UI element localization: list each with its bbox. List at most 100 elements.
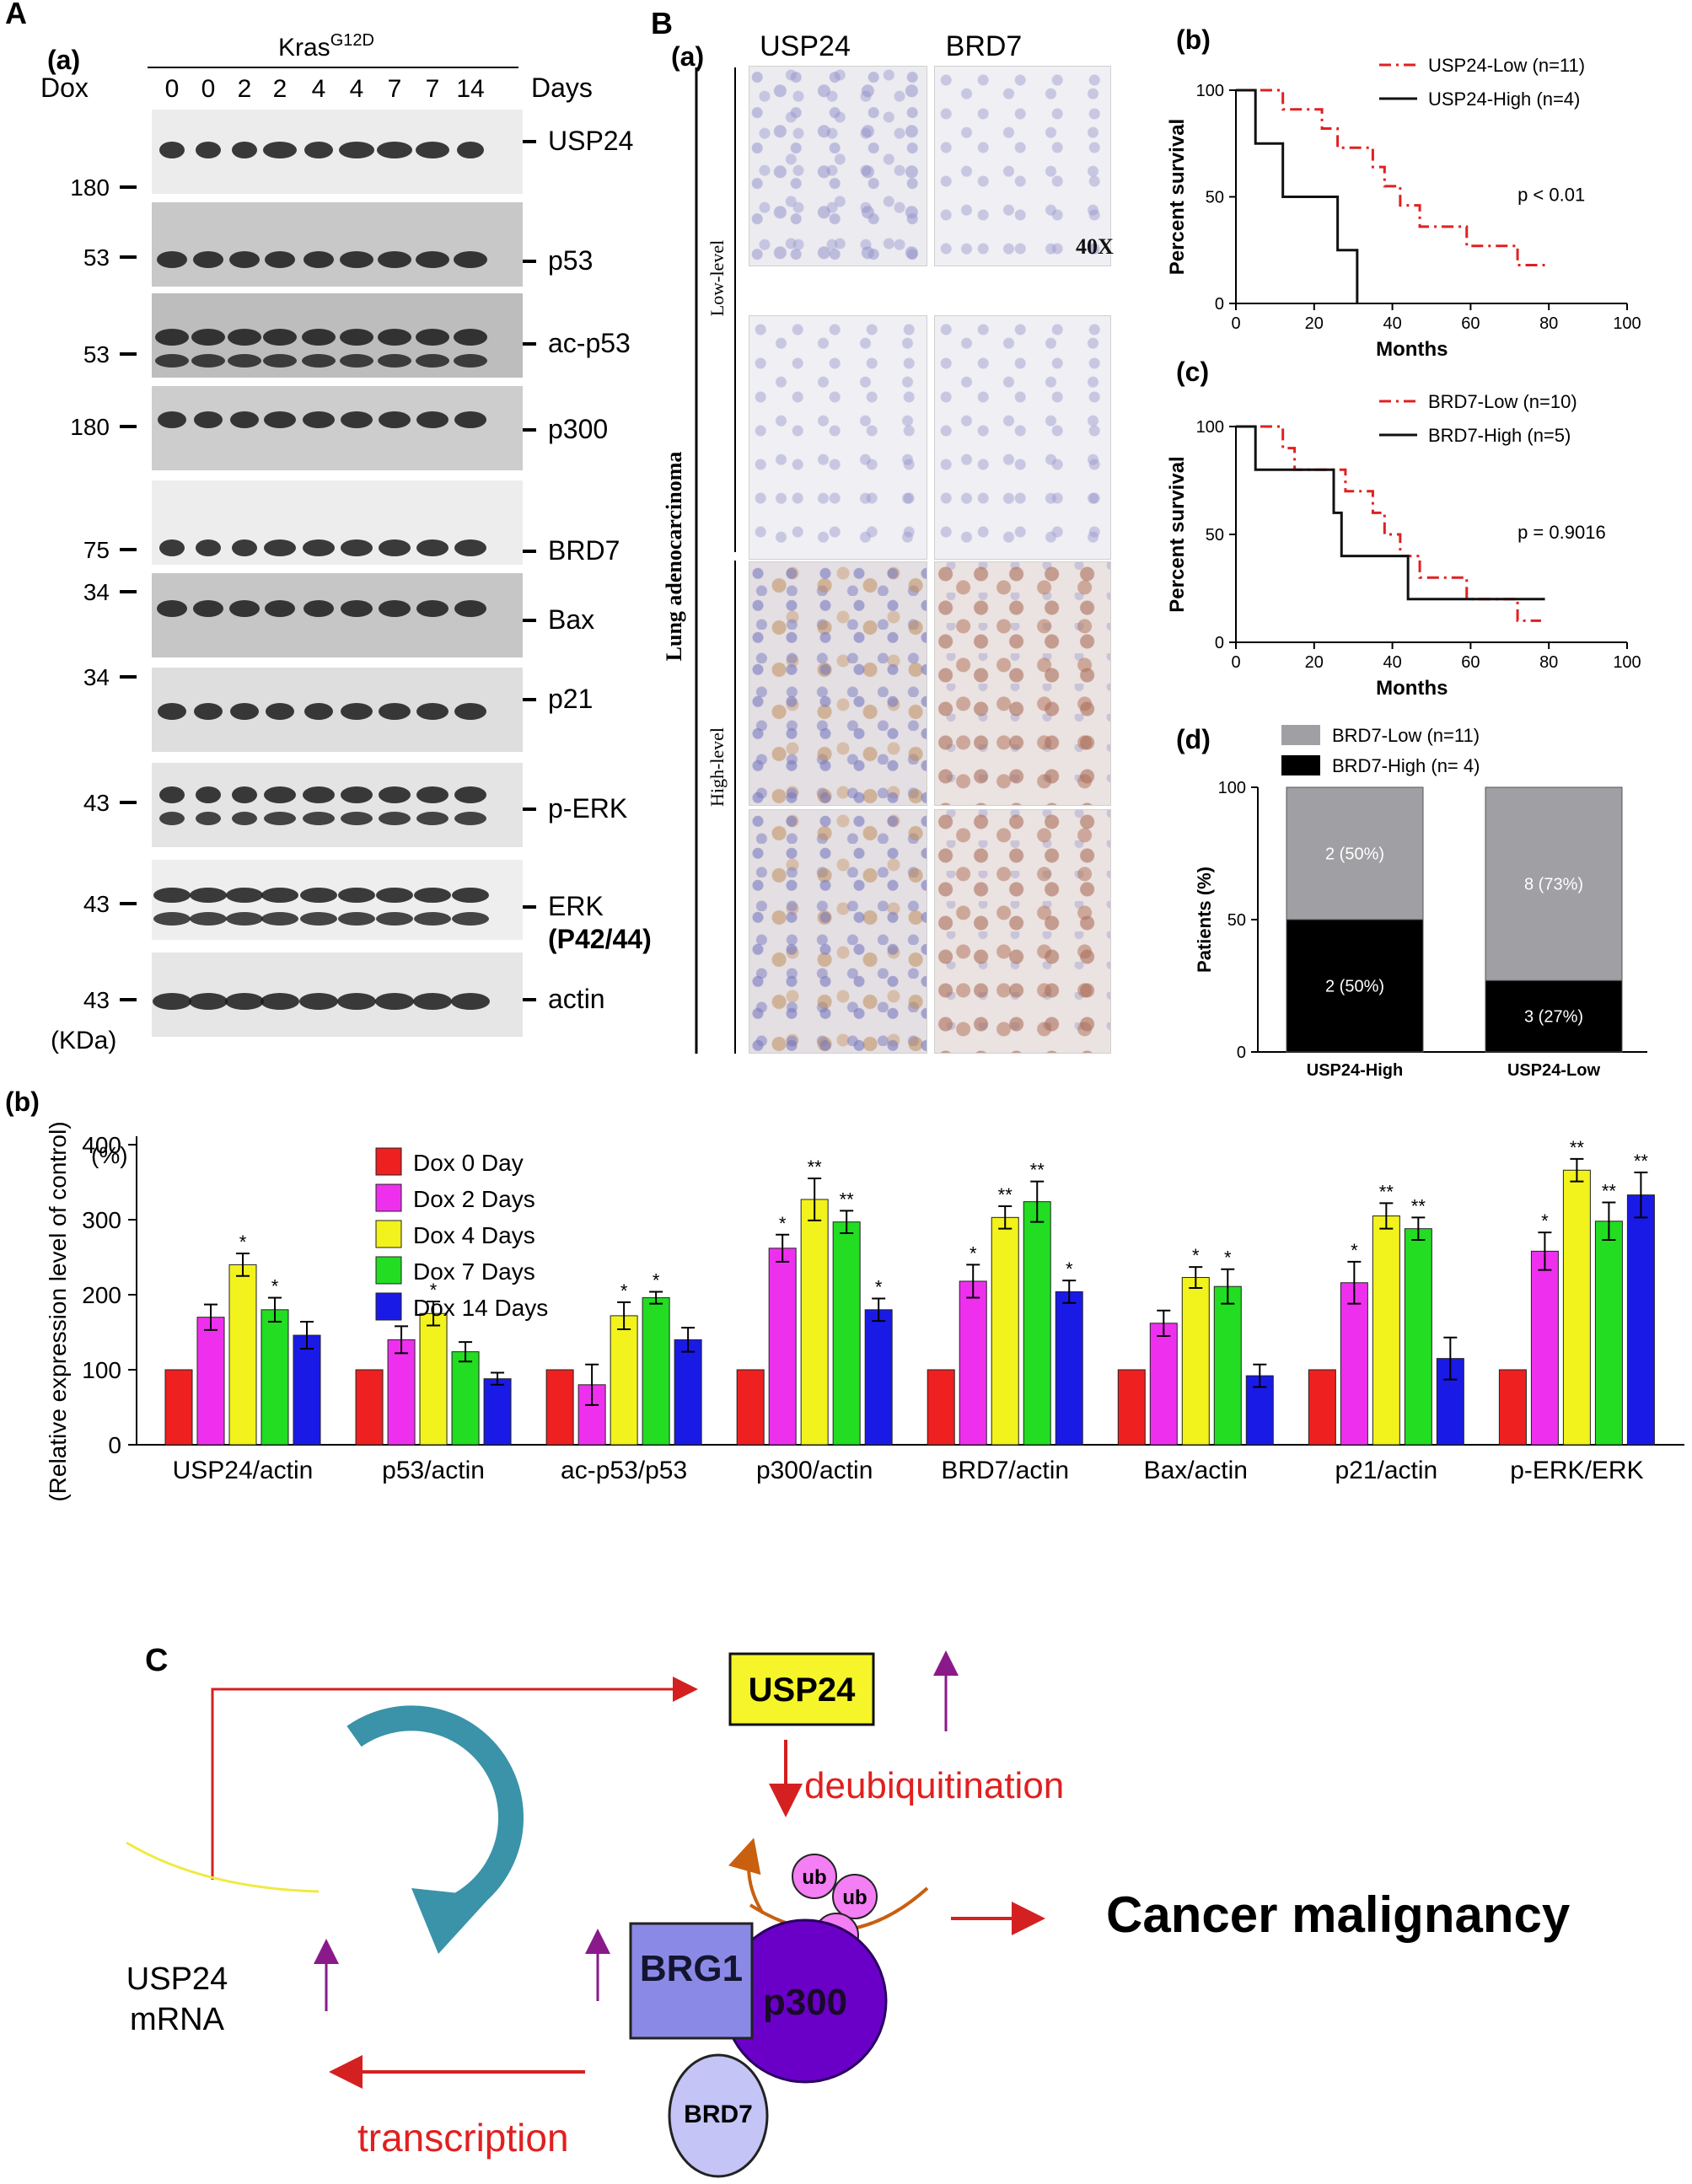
bar <box>1213 1285 1242 1446</box>
ihc-brd7-high-1 <box>934 561 1111 806</box>
bar <box>610 1315 638 1446</box>
blot-band-lower <box>302 354 336 368</box>
significance-mark: ** <box>1570 1137 1585 1158</box>
genotype-header: KrasG12D <box>148 31 518 68</box>
blot-band <box>157 600 187 617</box>
legend-label: Dox 4 Days <box>413 1222 535 1248</box>
x-tick-label: 40 <box>1383 653 1401 672</box>
panel-label-A-a: (a) <box>47 45 80 75</box>
panel-label-B-a: (a) <box>671 41 704 72</box>
legend-swatch <box>375 1220 402 1248</box>
significance-mark: ** <box>1030 1160 1045 1181</box>
blot-band <box>341 539 373 556</box>
blot-band <box>454 251 487 268</box>
survival-plot-brd7: 0 20 40 60 80 100 0 50 100 Months Percent survival… <box>1166 391 1641 700</box>
blot-band <box>263 329 297 346</box>
blot-band-lower <box>153 912 191 926</box>
blot-band <box>454 703 486 720</box>
blot-strip <box>152 293 523 378</box>
blot-band-lower <box>300 912 337 926</box>
blot-strip <box>152 480 523 565</box>
brg1-label: BRG1 <box>640 1948 743 1989</box>
blot-strip <box>152 386 523 470</box>
blot-strip <box>152 952 523 1037</box>
blot-band <box>454 411 486 428</box>
deubiquitination-label: deubiquitination <box>804 1765 1064 1806</box>
panel-label-A-b: (b) <box>5 1087 40 1117</box>
dox-label: Dox <box>40 72 89 103</box>
day-label: 0 <box>201 75 216 103</box>
blot-band <box>452 888 489 903</box>
y-axis-label: Patients (%) <box>1194 867 1215 973</box>
y-tick-label: 200 <box>82 1282 121 1308</box>
legend-label: Dox 7 Days <box>413 1258 535 1285</box>
y-axis-label: Percent survival <box>1166 456 1189 612</box>
x-tick-label: 20 <box>1305 653 1324 672</box>
category-label: Bax/actin <box>1144 1457 1248 1484</box>
blot-band <box>376 888 413 903</box>
blot-band <box>454 329 487 346</box>
significance-mark: ** <box>998 1184 1013 1205</box>
blot-band <box>302 329 336 346</box>
y-unit-label: (%) <box>91 1142 128 1168</box>
ub-label-2: ub <box>842 1886 867 1909</box>
legend-label: USP24-High (n=4) <box>1428 89 1580 110</box>
blot-strip <box>152 860 523 940</box>
x-tick-label: 60 <box>1461 314 1480 333</box>
blot-band <box>264 786 296 803</box>
segment-label: 2 (50%) <box>1325 845 1384 864</box>
blot-band-label: actin <box>548 984 605 1014</box>
bar <box>736 1369 765 1446</box>
category-label: USP24-Low <box>1507 1061 1600 1080</box>
bar <box>674 1339 702 1446</box>
bar <box>483 1378 512 1446</box>
brd7-ellipse <box>668 2053 769 2178</box>
significance-mark: ** <box>1602 1181 1617 1202</box>
blot-band <box>304 703 333 720</box>
day-label: 4 <box>312 75 326 103</box>
blot-band <box>193 251 223 268</box>
x-axis-label: Months <box>1376 677 1448 700</box>
bar <box>545 1369 574 1446</box>
blot-band-lower <box>263 354 297 368</box>
blot-band-label: p53 <box>548 245 593 276</box>
blot-band-label: p300 <box>548 414 608 444</box>
blot-band <box>299 993 338 1010</box>
blot-band <box>303 539 335 556</box>
category-label: ac-p53/p53 <box>561 1457 687 1484</box>
y-tick-label: 50 <box>1206 526 1224 545</box>
category-label: USP24/actin <box>173 1457 314 1484</box>
legend-label: USP24-Low (n=11) <box>1428 55 1585 76</box>
bar <box>832 1221 861 1446</box>
blot-strip-background <box>152 763 523 847</box>
y-tick-label: 300 <box>82 1207 121 1233</box>
ihc-col-brd7: BRD7 <box>946 30 1023 62</box>
blot-band <box>232 539 257 556</box>
y-tick-label: 400 <box>82 1132 121 1158</box>
panel-label-B: B <box>651 6 673 40</box>
legend-swatch <box>1281 725 1320 745</box>
blot-band-lower <box>190 912 227 926</box>
mw-marker-label: 75 <box>83 537 110 563</box>
significance-mark: * <box>779 1213 787 1234</box>
high-level-label: High-level <box>706 727 728 807</box>
blot-band-lower <box>416 812 449 825</box>
significance-mark: * <box>271 1276 279 1297</box>
x-tick-label: 0 <box>1231 314 1240 333</box>
category-label: p-ERK/ERK <box>1510 1457 1643 1484</box>
mw-marker-label: 43 <box>83 891 110 917</box>
significance-mark: ** <box>840 1189 855 1210</box>
blot-band-lower <box>228 354 261 368</box>
panel-label-B-b: (b) <box>1176 24 1211 55</box>
blot-band <box>266 703 294 720</box>
usp24-box-label: USP24 <box>749 1672 856 1709</box>
blot-band <box>196 786 221 803</box>
y-tick-label: 50 <box>1227 911 1246 930</box>
blot-band <box>153 888 191 903</box>
usp24-box <box>728 1652 875 1726</box>
blot-band-lower <box>340 354 373 368</box>
day-label: 2 <box>238 75 252 103</box>
x-tick-label: 100 <box>1613 653 1641 672</box>
y-tick-label: 0 <box>1215 295 1224 314</box>
